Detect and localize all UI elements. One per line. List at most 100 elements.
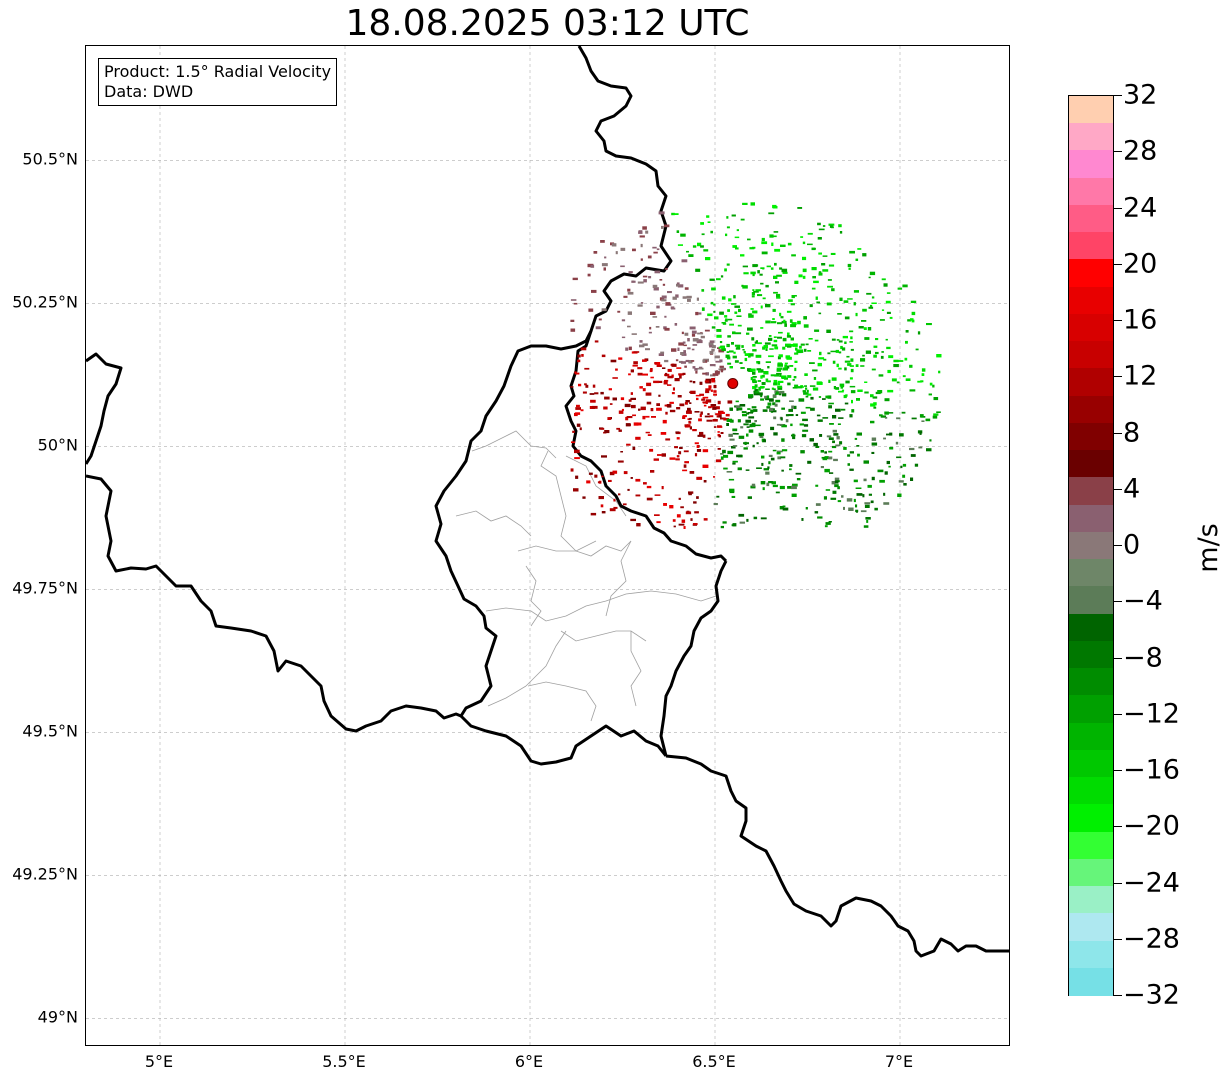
radar-echo-pixel (765, 361, 771, 363)
radar-echo-pixel (781, 268, 788, 273)
radar-echo-pixel (809, 304, 813, 308)
radar-echo-pixel (837, 313, 842, 315)
radar-echo-pixel (710, 404, 717, 407)
radar-echo-pixel (663, 224, 670, 228)
radar-echo-pixel (621, 408, 624, 411)
radar-echo-pixel (760, 375, 763, 379)
radar-echo-pixel (873, 406, 877, 409)
radar-echo-pixel (780, 244, 786, 247)
radar-echo-pixel (749, 423, 753, 428)
radar-echo-pixel (751, 483, 756, 487)
radar-echo-pixel (674, 446, 678, 449)
radar-echo-pixel (636, 422, 642, 426)
radar-echo-pixel (680, 352, 684, 355)
radar-echo-pixel (777, 383, 781, 386)
radar-echo-pixel (752, 289, 755, 291)
radar-echo-pixel (669, 457, 676, 460)
radar-echo-pixel (909, 389, 916, 392)
radar-echo-pixel (746, 518, 749, 522)
radar-echo-pixel (787, 332, 790, 336)
radar-echo-pixel (826, 302, 832, 306)
colorbar-tick-label: 4 (1123, 473, 1141, 505)
radar-echo-pixel (710, 230, 713, 234)
radar-echo-pixel (772, 318, 775, 320)
radar-echo-pixel (910, 318, 914, 321)
luxembourg-border (434, 330, 668, 766)
radar-echo-pixel (630, 477, 633, 479)
map-panel[interactable] (85, 45, 1010, 1046)
radar-echo-pixel (821, 456, 826, 459)
canton-line (525, 630, 567, 687)
radar-echo-pixel (778, 391, 785, 394)
colorbar-segment (1069, 831, 1113, 860)
radar-echo-pixel (633, 361, 638, 365)
radar-echo-pixel (905, 330, 909, 333)
radar-echo-pixel (727, 400, 733, 404)
colorbar-tick-label: 0 (1123, 529, 1141, 561)
radar-echo-pixel (707, 221, 711, 223)
radar-echo-pixel (849, 341, 853, 343)
radar-echo-pixel (792, 343, 798, 347)
colorbar-segment (1069, 695, 1113, 724)
radar-echo-pixel (867, 327, 872, 331)
radar-echo-pixel (702, 401, 708, 404)
radar-echo-pixel (713, 303, 716, 306)
radar-echo-pixel (650, 376, 654, 379)
radar-echo-pixel (750, 308, 754, 310)
radar-echo-pixel (898, 480, 904, 483)
radar-echo-pixel (776, 367, 782, 370)
radar-echo-pixel (911, 319, 915, 323)
radar-echo-pixel (782, 505, 786, 508)
radar-echo-pixel (628, 346, 632, 351)
radar-echo-pixel (786, 310, 792, 313)
radar-echo-pixel (750, 409, 755, 413)
radar-echo-pixel (659, 297, 665, 301)
radar-echo-pixel (841, 347, 846, 351)
radar-echo-pixel (849, 385, 856, 388)
radar-echo-pixel (853, 302, 856, 306)
radar-echo-pixel (817, 237, 822, 240)
radar-echo-pixel (832, 490, 837, 494)
radar-echo-pixel (604, 430, 610, 434)
radar-echo-pixel (840, 345, 843, 350)
radar-echo-pixel (840, 408, 846, 411)
radar-echo-pixel (601, 354, 606, 358)
radar-echo-pixel (870, 403, 876, 407)
radar-echo-pixel (711, 326, 716, 329)
radar-echo-pixel (729, 350, 734, 353)
radar-echo-pixel (741, 345, 744, 348)
radar-echo-pixel (788, 408, 793, 412)
radar-echo-pixel (671, 363, 677, 367)
radar-echo-pixel (790, 423, 793, 427)
radar-echo-pixel (868, 306, 874, 309)
radar-echo-pixel (679, 375, 682, 379)
radar-echo-pixel (812, 387, 819, 391)
radar-echo-pixel (769, 407, 774, 411)
radar-echo-pixel (836, 436, 840, 440)
radar-echo-pixel (645, 431, 650, 434)
radar-echo-pixel (771, 481, 776, 485)
radar-echo-pixel (834, 477, 840, 481)
radar-echo-pixel (825, 395, 829, 399)
radar-echo-pixel (675, 359, 679, 362)
radar-echo-pixel (809, 362, 815, 364)
radar-site-marker[interactable] (727, 377, 739, 389)
map-canvas[interactable] (86, 46, 1010, 1046)
radar-echo-pixel (720, 525, 724, 529)
radar-echo-pixel (720, 456, 724, 460)
radar-echo-pixel (653, 287, 659, 291)
radar-echo-pixel (828, 456, 833, 460)
radar-echo-pixel (584, 383, 587, 386)
radar-echo-pixel (655, 326, 660, 328)
radar-echo-pixel (764, 395, 768, 399)
radar-echo-pixel (625, 347, 629, 351)
radar-echo-pixel (855, 364, 859, 367)
radar-echo-pixel (759, 392, 763, 396)
radar-echo-pixel (776, 451, 781, 455)
radar-echo-pixel (731, 495, 736, 498)
radar-echo-pixel (766, 265, 771, 268)
radar-echo-pixel (895, 441, 899, 445)
radar-echo-pixel (726, 216, 729, 219)
radar-echo-pixel (808, 338, 813, 340)
radar-echo-pixel (775, 281, 779, 284)
